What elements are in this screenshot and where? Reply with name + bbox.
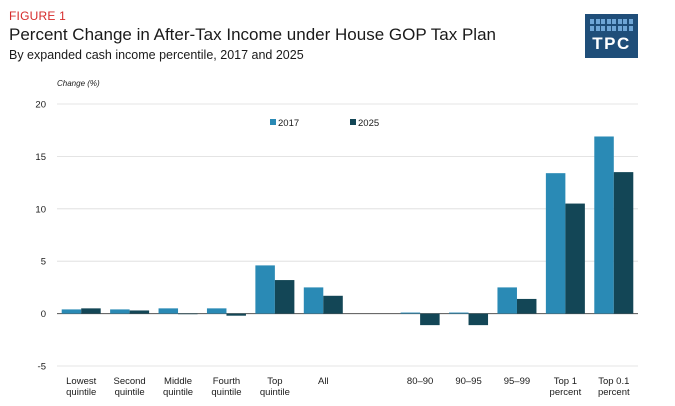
bar-2017 [110,309,130,314]
legend-label-2025: 2025 [358,118,379,129]
y-tick-label: 5 [41,257,46,268]
figure-label: FIGURE 1 [9,9,66,23]
bar-2017 [449,312,469,314]
bar-2025 [178,313,198,315]
logo-text: TPC [592,34,631,53]
bar-2017 [303,287,324,314]
bar-2017 [594,136,614,314]
y-axis-label: Change (%) [57,79,100,88]
bar-2025 [129,310,150,314]
x-tick-label: Middle [164,376,192,387]
bar-2025 [274,280,295,314]
y-tick-label: 0 [41,309,46,320]
y-tick-label: 10 [35,204,46,215]
x-tick-label: Top [267,376,282,387]
bar-2025 [323,295,343,314]
legend-swatch-2017 [270,119,276,125]
tpc-logo: TPC [585,14,638,58]
y-tick-label: 20 [35,100,46,111]
x-tick-label: quintile [163,387,193,398]
x-tick-label: Fourth [213,376,240,387]
logo-grid-icon [590,19,633,31]
y-tick-label: -5 [38,362,46,373]
x-tick-label: quintile [211,387,241,398]
bar-2025 [565,203,585,314]
bar-2025 [81,308,101,314]
x-tick-label: quintile [115,387,145,398]
chart-title: Percent Change in After-Tax Income under… [9,25,496,44]
bar-2025 [468,313,489,326]
bar-2017 [400,312,421,314]
bar-2025 [226,313,246,316]
x-tick-label: quintile [260,387,290,398]
x-tick-label: 90–95 [455,376,481,387]
x-tick-label: 95–99 [504,376,530,387]
bar-2017 [158,308,179,314]
bar-2017 [545,173,566,314]
chart-subtitle: By expanded cash income percentile, 2017… [9,48,304,62]
bar-2017 [206,308,227,314]
bar-2017 [497,287,517,314]
x-tick-label: Top 0.1 [598,376,629,387]
bar-2017 [255,265,275,314]
y-tick-label: 15 [35,152,46,163]
x-tick-label: 80–90 [407,376,433,387]
x-tick-label: All [318,376,329,387]
bar-2025 [420,313,440,326]
x-tick-label: quintile [66,387,96,398]
legend-label-2017: 2017 [278,118,299,129]
x-tick-label: percent [598,387,630,398]
x-tick-label: Second [114,376,146,387]
legend-swatch-2025 [350,119,356,125]
x-tick-label: percent [550,387,582,398]
x-tick-label: Lowest [66,376,96,387]
bar-2025 [516,298,537,314]
x-tick-label: Top 1 [554,376,577,387]
bar-2017 [61,309,82,314]
bar-2025 [613,172,634,314]
